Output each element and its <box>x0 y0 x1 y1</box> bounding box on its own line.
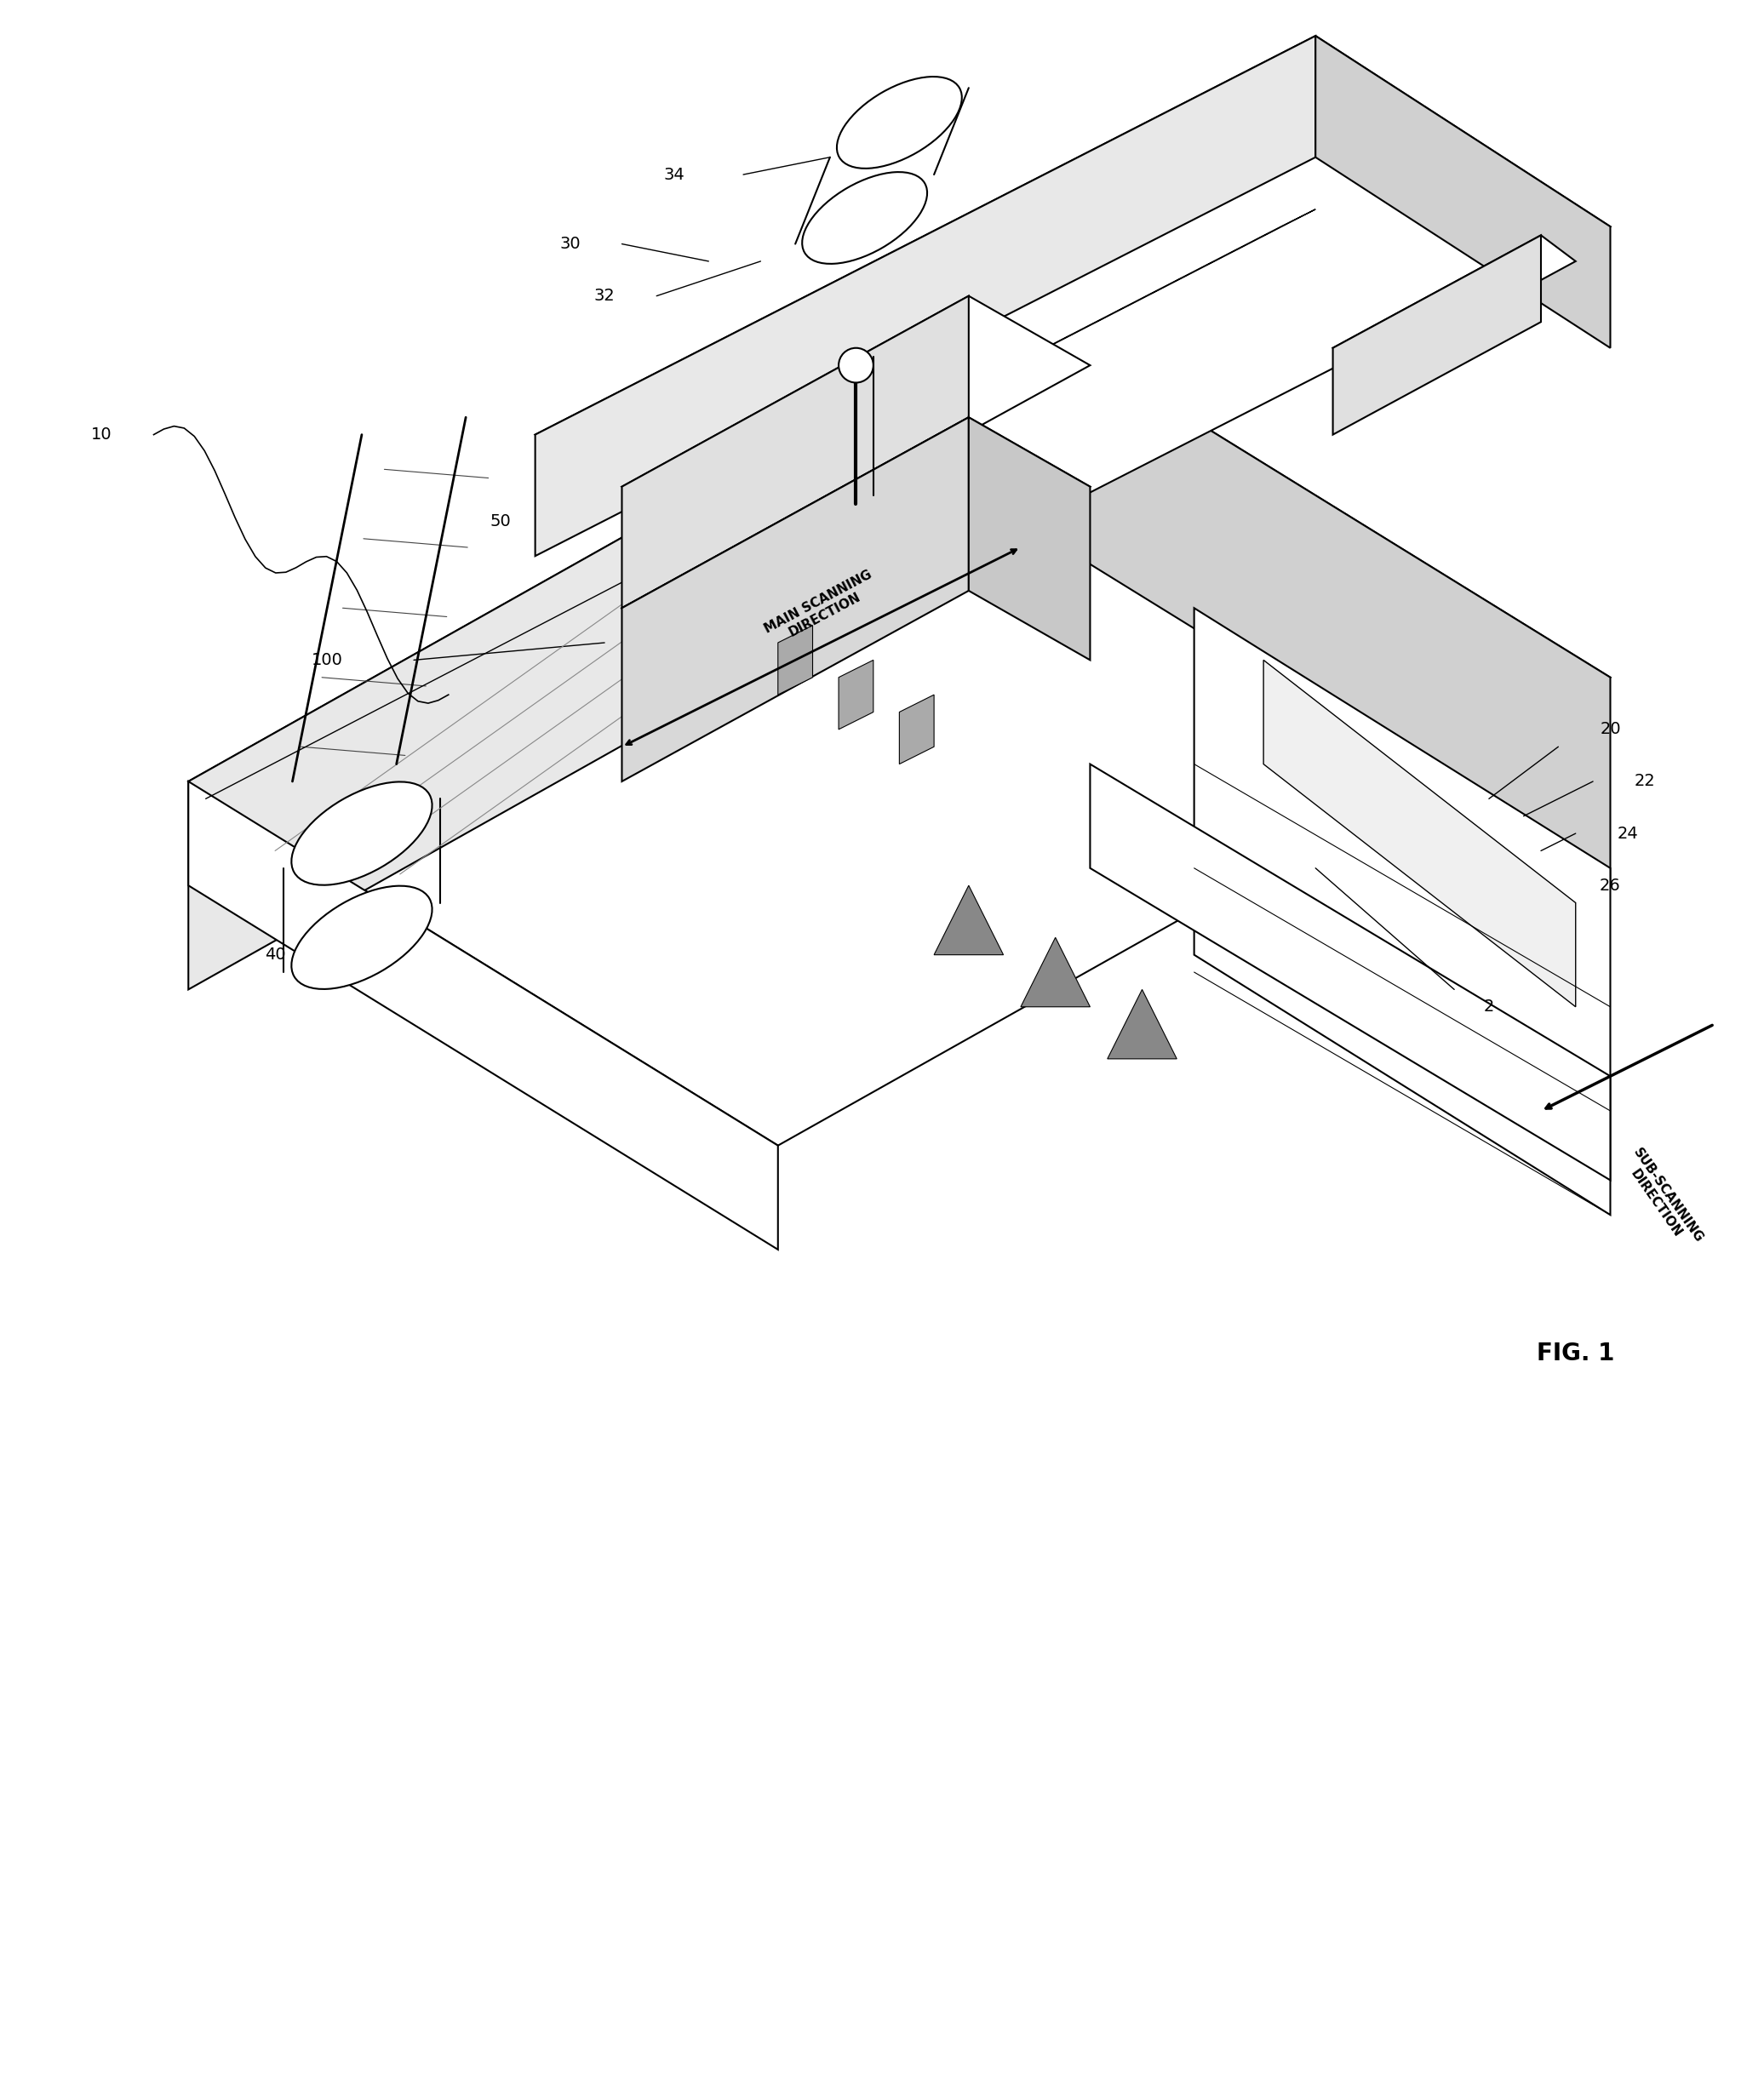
Text: 50: 50 <box>490 512 512 529</box>
Polygon shape <box>1263 660 1575 1006</box>
Polygon shape <box>623 296 968 608</box>
Ellipse shape <box>803 173 928 265</box>
Polygon shape <box>1334 235 1575 375</box>
Text: 30: 30 <box>559 235 580 252</box>
Ellipse shape <box>291 885 432 989</box>
Polygon shape <box>1194 608 1611 1214</box>
Polygon shape <box>623 417 968 781</box>
Polygon shape <box>623 296 1090 556</box>
Text: 20: 20 <box>1600 721 1621 737</box>
Ellipse shape <box>291 781 432 885</box>
Polygon shape <box>1334 235 1542 435</box>
Polygon shape <box>189 312 1611 1146</box>
Text: SUB-SCANNING
DIRECTION: SUB-SCANNING DIRECTION <box>1619 1146 1706 1254</box>
Text: 34: 34 <box>663 167 684 183</box>
Polygon shape <box>189 312 1021 989</box>
Text: 10: 10 <box>92 427 113 444</box>
Polygon shape <box>623 417 1090 677</box>
Polygon shape <box>1108 989 1177 1058</box>
Text: MAIN SCANNING
DIRECTION: MAIN SCANNING DIRECTION <box>762 569 880 648</box>
Text: 40: 40 <box>265 946 286 962</box>
Polygon shape <box>778 625 813 696</box>
Text: 22: 22 <box>1635 773 1656 789</box>
Polygon shape <box>1316 35 1611 348</box>
Ellipse shape <box>836 77 961 169</box>
Text: 100: 100 <box>312 652 342 669</box>
Text: 24: 24 <box>1618 825 1639 842</box>
Polygon shape <box>933 885 1004 954</box>
Text: 2: 2 <box>1484 998 1494 1014</box>
Polygon shape <box>838 660 873 729</box>
Polygon shape <box>968 417 1090 660</box>
Polygon shape <box>709 208 1316 521</box>
Polygon shape <box>534 35 1611 625</box>
Polygon shape <box>1021 312 1611 885</box>
Text: 26: 26 <box>1600 877 1621 894</box>
Polygon shape <box>1021 937 1090 1006</box>
Text: 32: 32 <box>594 287 616 304</box>
Polygon shape <box>1090 764 1611 1181</box>
Text: FIG. 1: FIG. 1 <box>1536 1341 1614 1366</box>
Polygon shape <box>900 696 933 764</box>
Polygon shape <box>534 35 1316 556</box>
Polygon shape <box>189 781 778 1250</box>
Circle shape <box>838 348 873 383</box>
